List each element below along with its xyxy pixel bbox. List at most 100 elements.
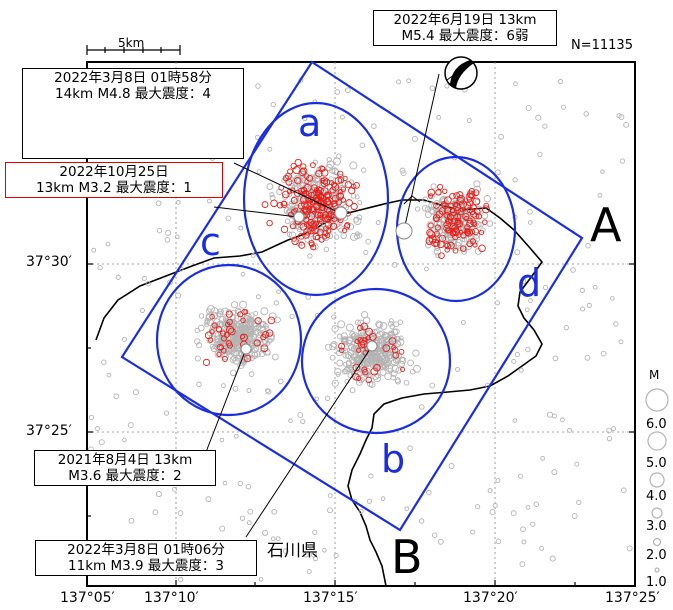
earthquake-event [528, 298, 533, 303]
earthquake-event [333, 169, 340, 176]
earthquake-event [495, 478, 501, 484]
callout-line2: 14km M4.8 最大震度：4 [55, 86, 211, 102]
earthquake-event [626, 545, 633, 552]
earthquake-event [400, 357, 406, 363]
earthquake-event [489, 508, 496, 516]
earthquake-event [302, 208, 308, 214]
earthquake-event [164, 237, 171, 243]
earthquake-event [306, 225, 313, 233]
earthquake-event [246, 520, 252, 526]
earthquake-event [422, 196, 429, 203]
earthquake-event [326, 160, 335, 169]
callout-line2: M5.4 最大震度：6弱 [401, 28, 529, 44]
earthquake-event [457, 208, 465, 215]
region-label-a: a [298, 101, 322, 145]
earthquake-event [398, 335, 404, 341]
earthquake-event [350, 332, 357, 339]
earthquake-event [233, 335, 239, 341]
earthquake-event [525, 346, 531, 353]
earthquake-event [338, 347, 345, 354]
earthquake-event [300, 167, 308, 175]
earthquake-event [396, 79, 402, 85]
earthquake-event [431, 238, 440, 247]
earthquake-event [527, 209, 533, 215]
earthquake-event [229, 356, 237, 363]
earthquake-event [460, 320, 466, 325]
earthquake-event [122, 437, 127, 443]
earthquake-event [382, 363, 388, 370]
earthquake-event [219, 437, 225, 443]
earthquake-event [197, 324, 205, 332]
earthquake-event [256, 169, 262, 174]
earthquake-event [288, 418, 293, 423]
earthquake-event [450, 229, 457, 236]
earthquake-event [387, 367, 394, 374]
earthquake-event [266, 219, 273, 227]
earthquake-event [467, 234, 474, 240]
earthquake-event [551, 469, 558, 476]
earthquake-event [336, 333, 343, 340]
earthquake-event [600, 169, 605, 174]
earthquake-event [222, 480, 228, 486]
earthquake-event [424, 241, 432, 249]
earthquake-event [225, 215, 232, 222]
earthquake-event [344, 351, 352, 359]
section-label-a: A [590, 198, 622, 252]
earthquake-event [435, 189, 442, 196]
earthquake-event [338, 342, 345, 350]
earthquake-event [289, 313, 295, 320]
earthquake-event [441, 202, 449, 210]
event-count: N=11135 [571, 38, 633, 53]
earthquake-event [307, 253, 313, 259]
earthquake-event [373, 354, 379, 361]
earthquake-event [454, 218, 462, 225]
earthquake-event [433, 247, 442, 256]
earthquake-event [391, 345, 397, 351]
earthquake-event [498, 133, 504, 140]
earthquake-event [229, 319, 238, 328]
earthquake-event [348, 365, 355, 371]
earthquake-event [174, 234, 180, 240]
earthquake-event [403, 379, 410, 386]
earthquake-event [537, 151, 543, 158]
earthquake-event [284, 218, 291, 225]
earthquake-event [375, 220, 381, 226]
map-frame [86, 61, 636, 587]
earthquake-event [372, 358, 379, 365]
earthquake-event [245, 483, 252, 490]
earthquake-event [360, 322, 368, 331]
earthquake-event [352, 373, 360, 381]
earthquake-event [418, 518, 425, 524]
earthquake-event [292, 166, 301, 175]
earthquake-event [233, 433, 239, 439]
earthquake-event [308, 240, 315, 247]
earthquake-event [344, 181, 352, 189]
earthquake-event [337, 225, 344, 232]
earthquake-event [262, 529, 269, 536]
earthquake-event [322, 548, 327, 553]
earthquake-event [128, 517, 135, 524]
earthquake-event [254, 329, 261, 336]
earthquake-event [337, 192, 344, 199]
earthquake-event [404, 506, 410, 512]
earthquake-event [246, 388, 252, 393]
earthquake-event [218, 344, 225, 351]
callout-2021-08-04: 2021年8月4日 13km M3.6 最大震度：2 [34, 450, 216, 486]
earthquake-event [414, 206, 421, 212]
earthquake-event [330, 200, 338, 207]
earthquake-event [567, 427, 573, 433]
earthquake-event [325, 197, 334, 206]
earthquake-event [206, 198, 212, 204]
region-c-circle [155, 263, 303, 417]
section-label-b: B [391, 530, 423, 584]
earthquake-event [356, 347, 362, 353]
earthquake-event [469, 208, 476, 215]
earthquake-event [466, 118, 472, 124]
earthquake-event [193, 338, 201, 345]
earthquake-event [270, 199, 278, 208]
earthquake-event [297, 412, 304, 419]
lat-label-1: 37°30′ [26, 254, 72, 270]
earthquake-event [101, 359, 107, 365]
earthquake-event [437, 538, 444, 545]
earthquake-event [443, 211, 451, 219]
